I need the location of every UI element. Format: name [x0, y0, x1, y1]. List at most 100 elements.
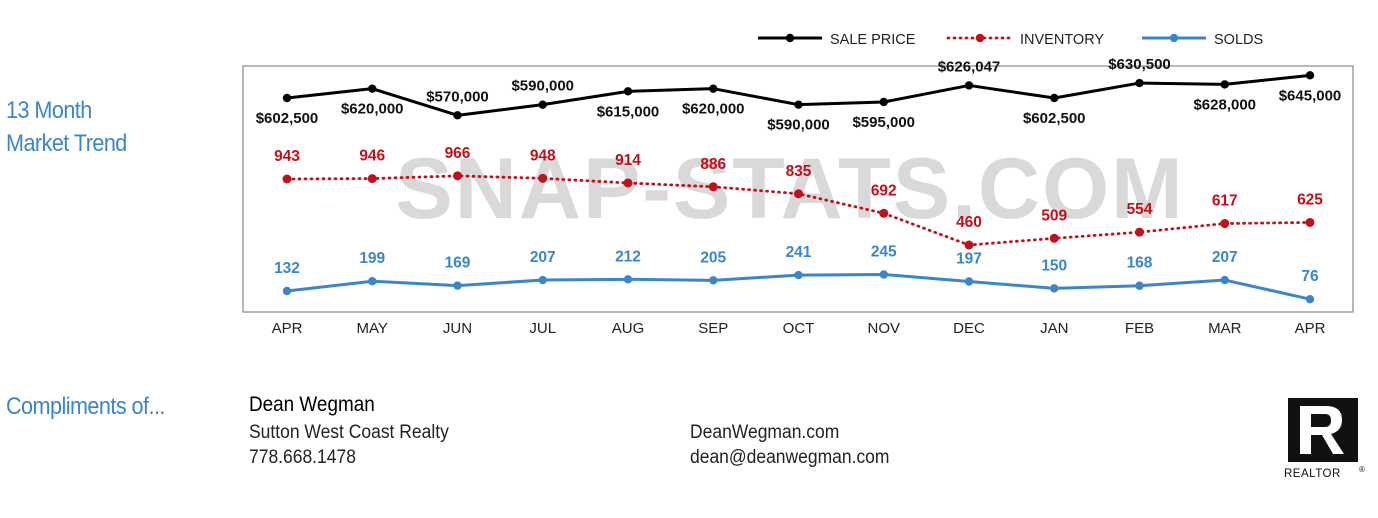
inventory-data-label: 835 — [786, 163, 812, 180]
solds-legend-label: SOLDS — [1214, 32, 1263, 48]
solds-data-label: 212 — [615, 248, 641, 265]
inventory-data-label: 509 — [1041, 207, 1067, 224]
sale-price-point — [964, 81, 974, 90]
inventory-point — [453, 171, 462, 181]
inventory-point — [708, 182, 718, 192]
sale-price-data-label: $615,000 — [597, 103, 660, 120]
solds-point — [1305, 294, 1315, 304]
sale-price-data-label: $602,500 — [1023, 110, 1086, 127]
inventory-point — [1220, 219, 1230, 229]
agent-phone[interactable]: 778.668.1478 — [249, 447, 356, 468]
sale-price-point — [368, 84, 377, 93]
inventory-point — [367, 174, 377, 184]
solds-legend-marker — [1169, 33, 1179, 43]
solds-data-label: 207 — [530, 249, 556, 266]
solds-data-label: 205 — [700, 249, 726, 266]
inventory-point — [794, 189, 803, 199]
agent-website-link[interactable]: DeanWegman.com — [690, 422, 840, 443]
sale-price-data-label: $590,000 — [767, 117, 830, 134]
inventory-point — [538, 173, 548, 183]
x-tick-label: OCT — [783, 320, 815, 337]
x-tick-label: FEB — [1125, 320, 1154, 337]
solds-data-label: 168 — [1127, 255, 1153, 272]
agent-contact-block: Sutton West Coast Realty 778.668.1478 — [249, 420, 449, 470]
inventory-point — [1305, 217, 1315, 227]
realtor-registered-mark: ® — [1359, 465, 1365, 474]
inventory-data-label: 943 — [274, 148, 300, 165]
x-tick-label: AUG — [612, 320, 645, 337]
solds-point — [282, 286, 292, 296]
solds-point — [709, 276, 718, 285]
sale-price-data-label: $602,500 — [256, 110, 319, 127]
inventory-legend-marker — [975, 33, 985, 43]
inventory-point — [879, 208, 889, 218]
sale-price-data-label: $590,000 — [511, 78, 574, 95]
solds-point — [453, 281, 462, 290]
solds-point — [623, 275, 633, 284]
solds-data-label: 245 — [871, 244, 897, 261]
agent-company: Sutton West Coast Realty — [249, 422, 449, 443]
sale-price-point — [709, 84, 718, 93]
sale-price-data-label: $628,000 — [1193, 96, 1256, 113]
side-title-line1: 13 Month — [6, 97, 92, 124]
x-tick-label: APR — [1295, 320, 1326, 337]
inventory-data-label: 692 — [871, 182, 897, 199]
realtor-logo-text: REALTOR — [1284, 468, 1341, 480]
solds-point — [1050, 284, 1059, 293]
inventory-point — [623, 178, 633, 188]
sale-price-data-label: $626,047 — [938, 58, 1001, 75]
x-tick-label: JAN — [1040, 320, 1068, 337]
solds-point — [1135, 281, 1144, 290]
plot-frame — [242, 65, 1354, 313]
sale-price-data-label: $620,000 — [341, 101, 404, 118]
compliments-label: Compliments of... — [6, 393, 165, 420]
solds-point — [368, 277, 377, 286]
agent-name: Dean Wegman — [249, 393, 375, 416]
solds-data-label: 169 — [445, 255, 471, 272]
chart-side-title: 13 Month Market Trend — [6, 94, 195, 160]
sale-price-point — [538, 100, 547, 109]
inventory-data-label: 914 — [615, 152, 641, 169]
realtor-r-icon — [1300, 406, 1344, 454]
sale-price-point — [282, 93, 292, 103]
x-tick-label: APR — [272, 320, 303, 337]
solds-data-label: 132 — [274, 260, 300, 277]
sale-price-point — [453, 111, 462, 120]
realtor-logo: REALTOR ® — [1284, 398, 1365, 480]
sale-price-point — [1220, 80, 1229, 89]
sale-price-legend-marker — [785, 33, 795, 43]
solds-data-label: 197 — [956, 251, 982, 268]
sale-price-point — [1135, 78, 1144, 88]
sale-price-data-label: $645,000 — [1279, 87, 1342, 104]
solds-data-label: 150 — [1041, 257, 1067, 274]
solds-data-label: 207 — [1212, 249, 1238, 266]
chart-watermark: SNAP-STATS.COM — [395, 141, 1184, 237]
sale-price-data-label: $620,000 — [682, 101, 745, 118]
solds-point — [879, 270, 888, 279]
sale-price-point — [1305, 71, 1315, 80]
inventory-point — [1049, 233, 1059, 243]
inventory-data-label: 460 — [956, 214, 982, 231]
inventory-data-label: 966 — [445, 145, 471, 162]
x-tick-label: MAY — [357, 320, 388, 337]
inventory-point — [1135, 227, 1144, 237]
agent-online-block: DeanWegman.com dean@deanwegman.com — [690, 420, 889, 470]
inventory-point — [964, 240, 974, 250]
market-trend-chart: SNAP-STATS.COM APR MAY JUN JUL AUG SEP OCT NOV D… — [242, 32, 1354, 337]
solds-point — [1220, 275, 1229, 285]
sale-price-data-label: $595,000 — [852, 114, 915, 131]
inventory-data-label: 554 — [1127, 201, 1153, 218]
x-tick-label: MAR — [1208, 320, 1242, 337]
agent-email-link[interactable]: dean@deanwegman.com — [690, 447, 890, 468]
x-tick-label: DEC — [953, 320, 985, 337]
solds-data-label: 199 — [359, 250, 385, 267]
inventory-data-label: 886 — [700, 156, 726, 173]
sale-price-legend-label: SALE PRICE — [830, 32, 916, 48]
x-tick-label: JUN — [443, 320, 472, 337]
inventory-point — [282, 174, 292, 184]
sale-price-data-label: $630,500 — [1108, 56, 1171, 73]
sale-price-point — [879, 97, 888, 107]
inventory-data-label: 948 — [530, 147, 556, 164]
inventory-legend-label: INVENTORY — [1020, 32, 1104, 48]
side-title-line2: Market Trend — [6, 130, 127, 157]
